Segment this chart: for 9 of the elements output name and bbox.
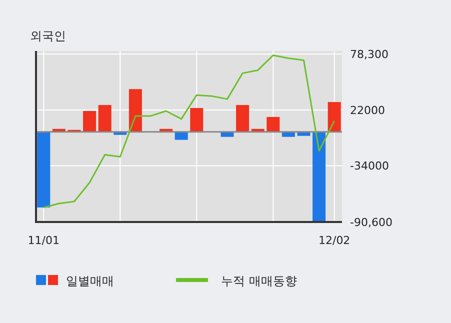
y-tick-label: 22000 (350, 104, 385, 117)
x-tick-label: 11/01 (28, 234, 60, 247)
x-tick-label: 12/02 (318, 234, 350, 247)
chart-title: 외국인 (30, 29, 66, 43)
y-tick-label: 78,300 (350, 48, 388, 61)
y-tick-label: -90,600 (350, 216, 392, 229)
y-tick-label: -34000 (350, 160, 389, 173)
legend-label: 일별매매 (66, 274, 114, 288)
legend-label: 누적 매매동향 (221, 274, 297, 288)
